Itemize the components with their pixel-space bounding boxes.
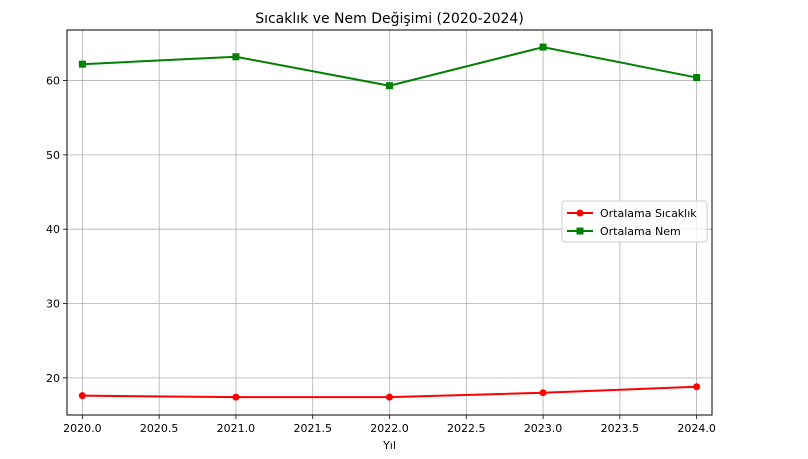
y-tick-label: 20 xyxy=(46,372,60,385)
grid-lines xyxy=(67,30,712,415)
data-point-square xyxy=(232,53,240,61)
y-tick-label: 50 xyxy=(46,149,60,162)
x-tick-label: 2021.5 xyxy=(293,422,332,435)
x-tick-label: 2020.5 xyxy=(140,422,179,435)
x-tick-label: 2023.5 xyxy=(601,422,640,435)
legend-label-humidity: Ortalama Nem xyxy=(600,225,681,238)
y-axis-ticks: 20 30 40 50 60 xyxy=(46,75,67,385)
data-point-circle xyxy=(78,392,86,400)
y-tick-label: 60 xyxy=(46,75,60,88)
legend-label-temperature: Ortalama Sıcaklık xyxy=(600,207,697,220)
data-point-circle xyxy=(539,389,547,397)
data-point-square xyxy=(386,82,393,90)
series-group xyxy=(78,43,701,401)
x-tick-label: 2022.5 xyxy=(447,422,486,435)
data-point-square xyxy=(539,43,547,51)
x-axis-label: Yıl xyxy=(382,439,396,452)
y-tick-label: 40 xyxy=(46,223,60,236)
y-tick-label: 30 xyxy=(46,298,60,311)
legend: Ortalama Sıcaklık Ortalama Nem xyxy=(561,200,708,243)
x-tick-label: 2023.0 xyxy=(524,422,563,435)
x-axis-ticks: 2020.0 2020.5 2021.0 2021.5 2022.0 2022.5 2023… xyxy=(63,415,716,435)
data-point-square xyxy=(693,74,701,82)
x-tick-label: 2020.0 xyxy=(63,422,102,435)
chart-title: Sıcaklık ve Nem Değişimi (2020-2024) xyxy=(255,11,524,27)
legend-box xyxy=(561,200,708,243)
legend-marker-humidity xyxy=(576,227,584,235)
x-tick-label: 2021.0 xyxy=(217,422,256,435)
legend-marker-temperature xyxy=(576,209,584,217)
data-point-circle xyxy=(232,393,240,401)
x-tick-label: 2022.0 xyxy=(370,422,409,435)
data-point-circle xyxy=(693,383,701,391)
x-tick-label: 2024.0 xyxy=(677,422,716,435)
data-point-square xyxy=(78,60,86,68)
data-point-circle xyxy=(386,393,393,401)
